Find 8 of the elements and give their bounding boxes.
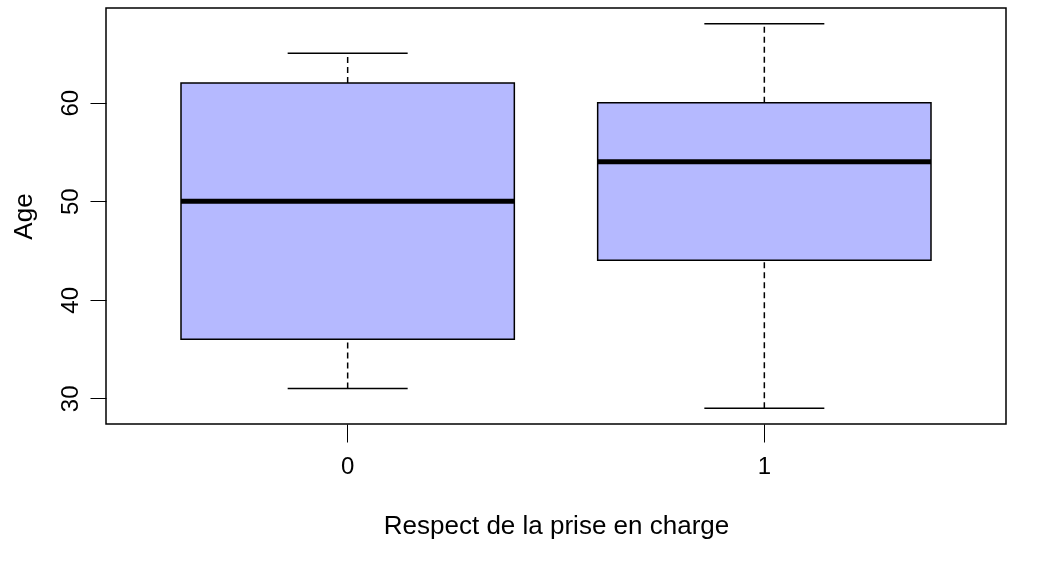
y-tick-label: 40 (55, 286, 83, 314)
y-tick-label: 60 (55, 89, 83, 117)
x-tick-label: 0 (340, 451, 355, 479)
x-tick-label: 1 (757, 451, 772, 479)
y-tick-label: 50 (55, 188, 83, 216)
y-axis-title: Age (7, 193, 38, 240)
x-axis-title: Respect de la prise en charge (383, 509, 730, 540)
y-tick-label: 30 (55, 385, 83, 413)
